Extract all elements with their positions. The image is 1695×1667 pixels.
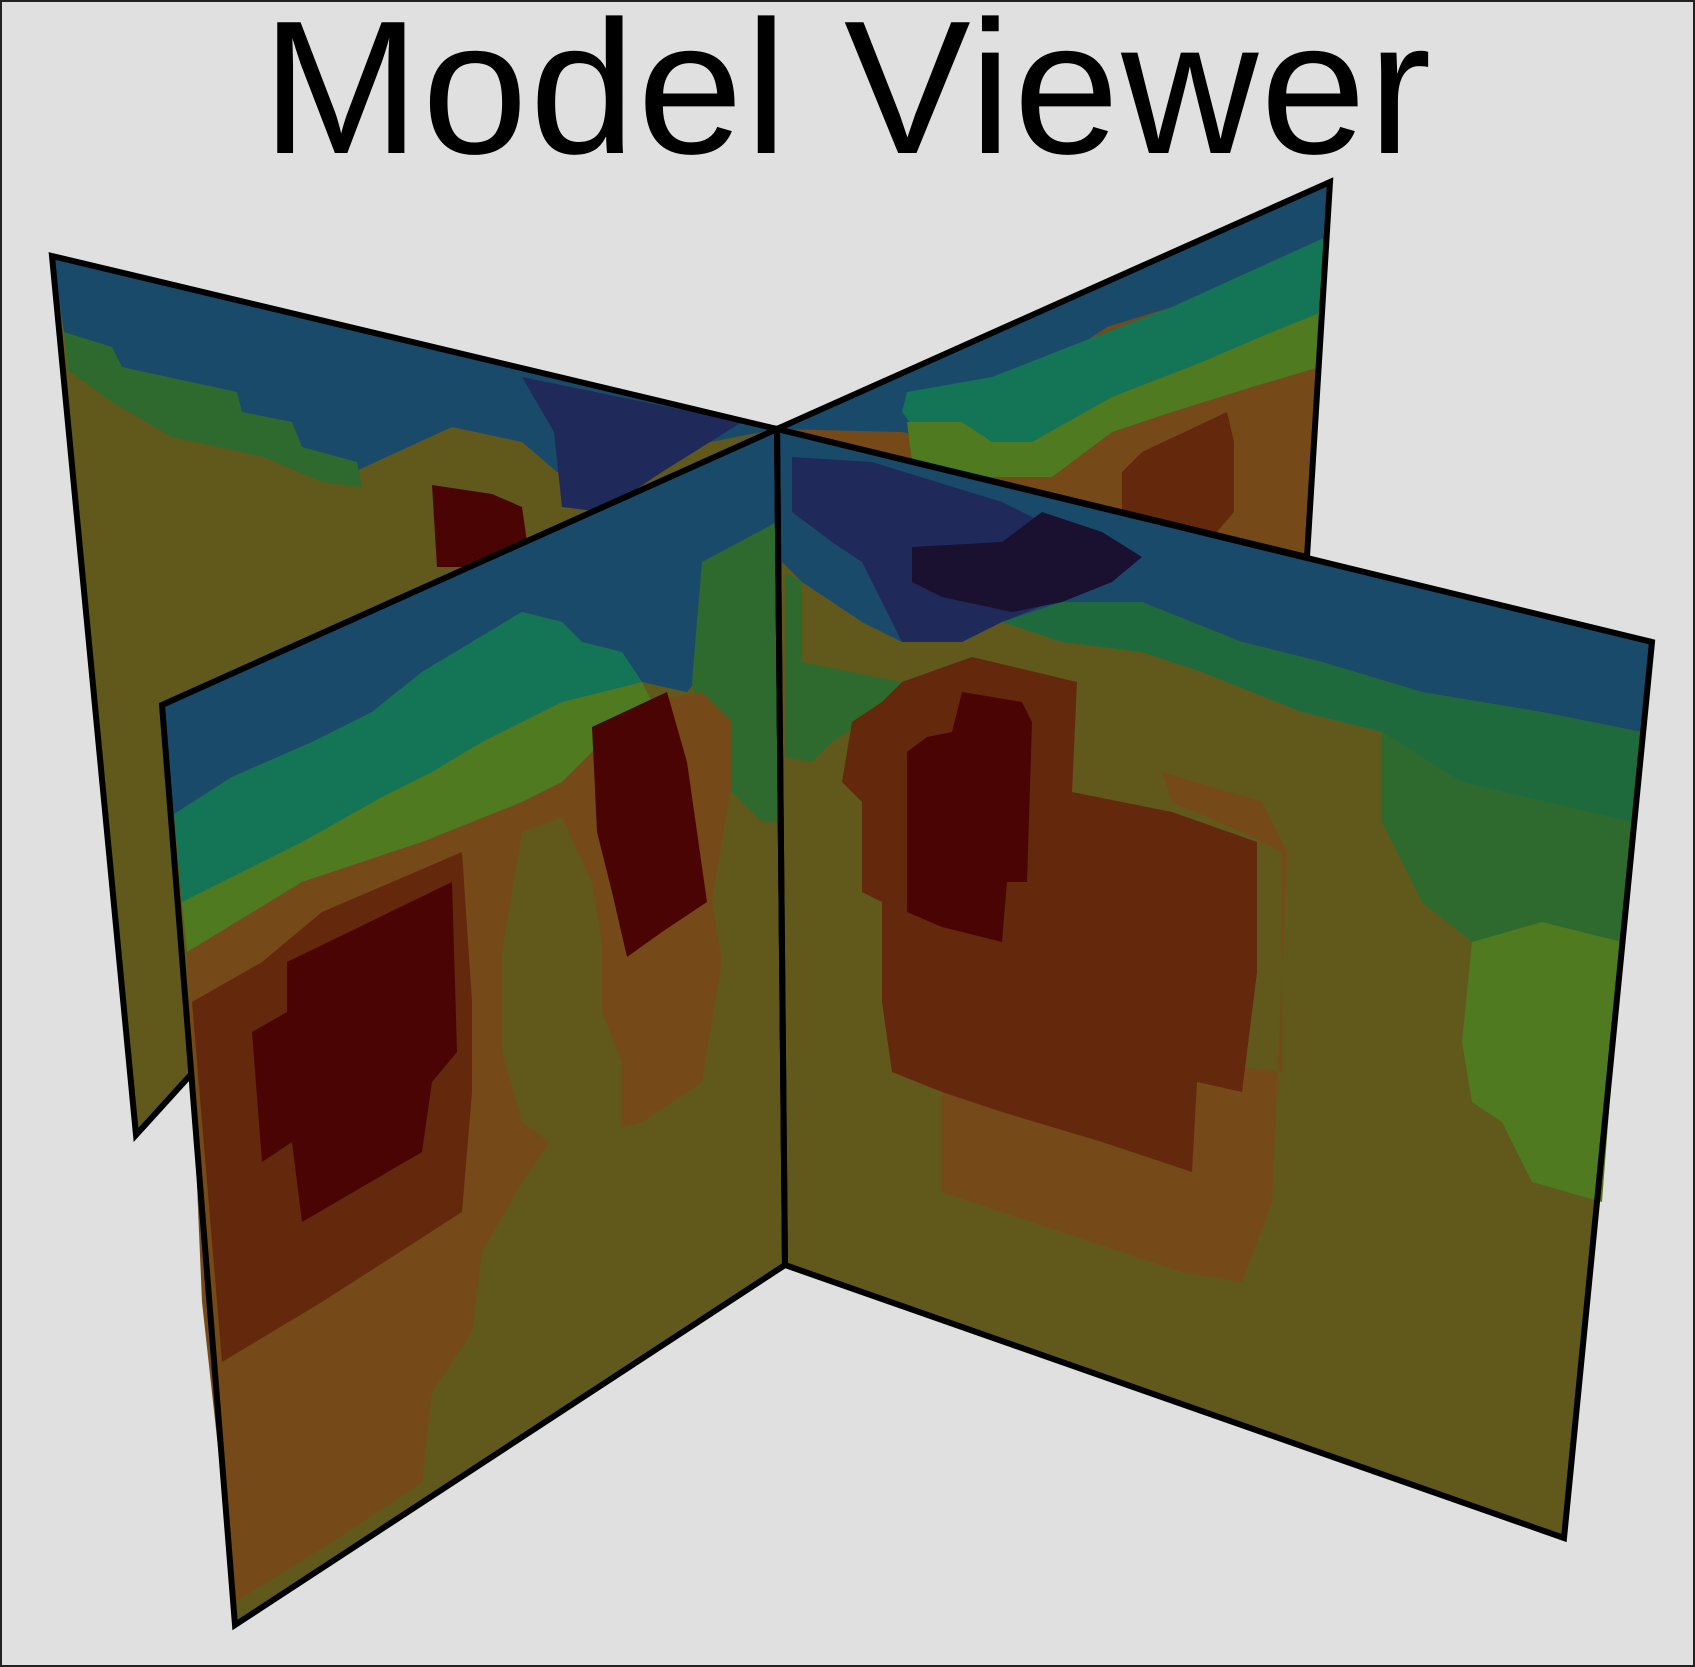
back-right-rust-blob (1122, 412, 1234, 542)
intersection-edge (774, 428, 788, 1266)
front-right-left-strip (785, 572, 962, 762)
back-right-teal-band (902, 238, 1324, 442)
front-left-blue-band (162, 429, 777, 814)
front-left-red-blob-small (592, 692, 707, 957)
front-left-olive-column (502, 817, 622, 1152)
back-left-red-blob (432, 485, 527, 567)
front-right-red-blob (907, 692, 1032, 942)
back-right-green-band (907, 312, 1322, 477)
front-right-dark-green-band (1002, 602, 1642, 822)
front-right-forest-band (1382, 732, 1632, 942)
slice-front-left[interactable] (158, 424, 789, 1631)
viewer-title: Model Viewer (261, 0, 1434, 194)
front-right-yellow-green-band (1462, 922, 1622, 1202)
front-left-red-blob-large (252, 882, 457, 1222)
front-left-green-band (182, 682, 652, 952)
front-right-near-black-blob (912, 512, 1142, 612)
slice-front-right[interactable] (773, 425, 1656, 1543)
front-left-teal-band (174, 612, 642, 902)
back-left-dark-band (522, 377, 742, 512)
front-right-brown-region (942, 772, 1287, 1282)
slice-back-right[interactable] (767, 177, 1334, 561)
back-left-green-band (64, 332, 362, 487)
